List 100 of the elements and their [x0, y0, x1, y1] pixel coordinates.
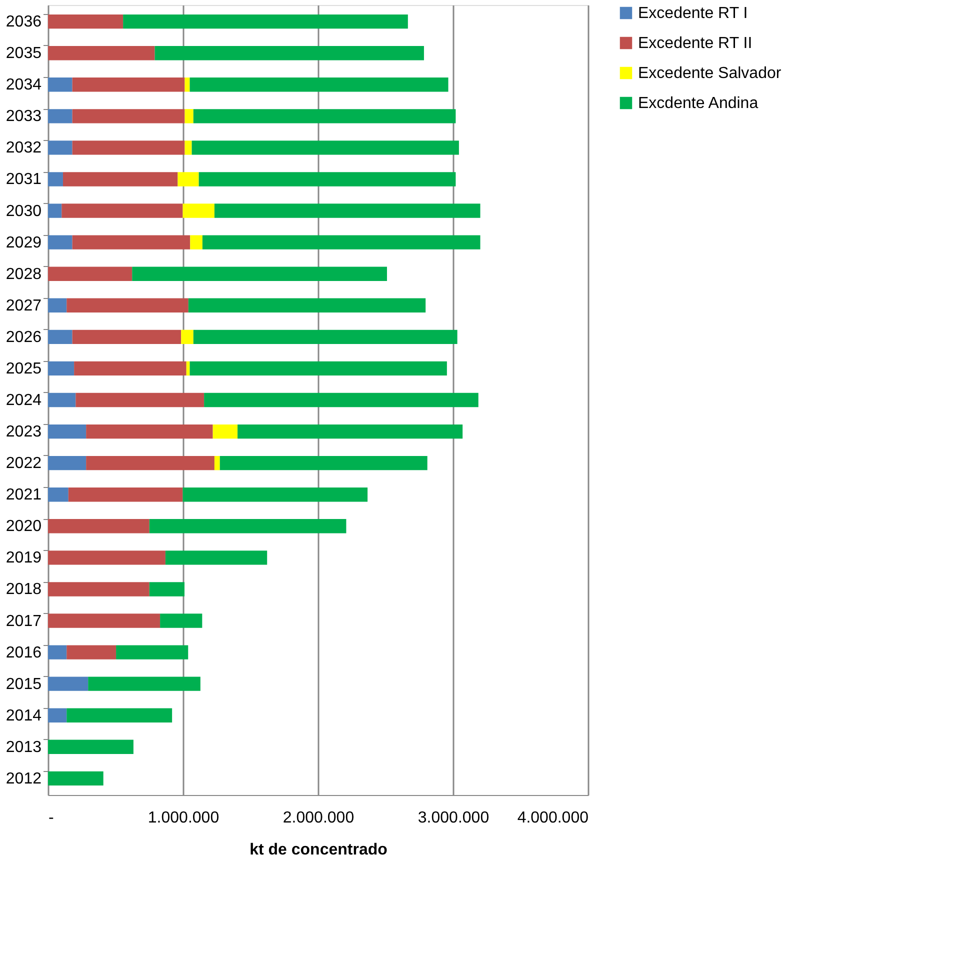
bar: [238, 424, 463, 439]
x-tick-label: -: [48, 810, 54, 826]
bar: [48, 676, 88, 691]
bar: [184, 140, 192, 155]
x-tick-label: 2.000.000: [282, 810, 354, 826]
bar: [74, 361, 186, 376]
y-tick-label: 2026: [6, 328, 42, 346]
bar: [48, 771, 104, 786]
bar: [48, 109, 72, 124]
legend-label: Excedente RT I: [638, 5, 748, 22]
bar: [48, 392, 76, 408]
bar: [76, 392, 204, 408]
y-tick-label: 2014: [6, 707, 42, 724]
bar: [86, 456, 214, 470]
bar: [48, 78, 72, 92]
y-tick-label: 2024: [6, 392, 42, 409]
bar: [48, 204, 62, 218]
y-tick-label: 2033: [6, 108, 42, 126]
bar: [66, 645, 116, 660]
bar: [48, 330, 72, 344]
bar: [48, 740, 134, 754]
bar: [186, 361, 190, 376]
x-tick-label: 3.000.000: [418, 810, 490, 826]
y-tick-label: 2035: [6, 45, 42, 62]
bar: [72, 330, 182, 344]
legend-label: Excdente Andina: [638, 95, 758, 112]
bar: [66, 708, 172, 722]
y-tick-label: 2027: [6, 297, 42, 314]
bar: [190, 78, 448, 92]
y-tick-label: 2023: [6, 424, 42, 441]
bar: [48, 424, 86, 439]
bar: [182, 204, 214, 218]
bar: [48, 582, 150, 596]
bar: [190, 235, 202, 250]
bar: [48, 614, 160, 628]
legend-label: Excedente Salvador: [638, 65, 782, 82]
bar: [184, 78, 190, 92]
bar: [192, 140, 459, 155]
bar: [72, 109, 185, 124]
bar: [190, 361, 447, 376]
y-tick-label: 2016: [6, 644, 42, 662]
y-tick-label: 2013: [6, 738, 42, 756]
bar: [193, 330, 458, 344]
bar: [149, 519, 346, 534]
bar: [154, 46, 424, 60]
bar: [184, 109, 194, 124]
bar: [72, 235, 190, 250]
bar: [48, 708, 67, 722]
bar: [149, 582, 184, 596]
y-tick-label: 2031: [6, 171, 42, 188]
y-tick-label: 2012: [6, 770, 42, 788]
bar: [48, 519, 150, 534]
bar: [48, 235, 72, 250]
bar: [72, 140, 185, 155]
y-tick-label: 2036: [6, 14, 42, 31]
y-tick-label: 2018: [6, 581, 42, 598]
y-tick-label: 2022: [6, 455, 42, 472]
bar: [62, 204, 183, 218]
bar: [123, 14, 408, 29]
bar: [66, 298, 188, 312]
bar: [160, 614, 202, 628]
bar: [181, 330, 194, 344]
bar: [48, 140, 72, 155]
x-axis-title: kt de concentrado: [250, 842, 388, 858]
bar: [48, 14, 124, 29]
y-tick-label: 2025: [6, 360, 42, 378]
bar: [165, 550, 268, 565]
bar: [188, 298, 426, 312]
bar: [214, 204, 480, 218]
bar: [48, 266, 132, 281]
bar: [212, 424, 238, 439]
bar: [72, 78, 185, 92]
y-tick-label: 2021: [6, 486, 42, 504]
y-tick-label: 2029: [6, 234, 42, 252]
bar: [48, 298, 67, 312]
bar: [193, 109, 456, 124]
bar: [132, 266, 387, 281]
y-tick-label: 2019: [6, 550, 42, 567]
bar: [202, 235, 480, 250]
x-tick-label: 1.000.000: [148, 810, 220, 826]
y-tick-label: 2017: [6, 612, 42, 630]
bar: [48, 172, 63, 186]
bar: [204, 392, 478, 408]
bar: [62, 172, 178, 186]
bar: [178, 172, 199, 186]
bar: [48, 550, 166, 565]
bar: [86, 424, 213, 439]
y-tick-label: 2030: [6, 202, 42, 220]
bar: [48, 645, 67, 660]
y-tick-label: 2020: [6, 518, 42, 536]
bar: [182, 488, 368, 502]
bar: [116, 645, 188, 660]
bar: [48, 46, 155, 60]
bar: [48, 456, 86, 470]
bar: [88, 676, 200, 691]
y-tick-label: 2015: [6, 676, 42, 693]
bar: [68, 488, 183, 502]
bar: [198, 172, 456, 186]
bar: [48, 361, 74, 376]
x-tick-label: 4.000.000: [517, 810, 589, 826]
